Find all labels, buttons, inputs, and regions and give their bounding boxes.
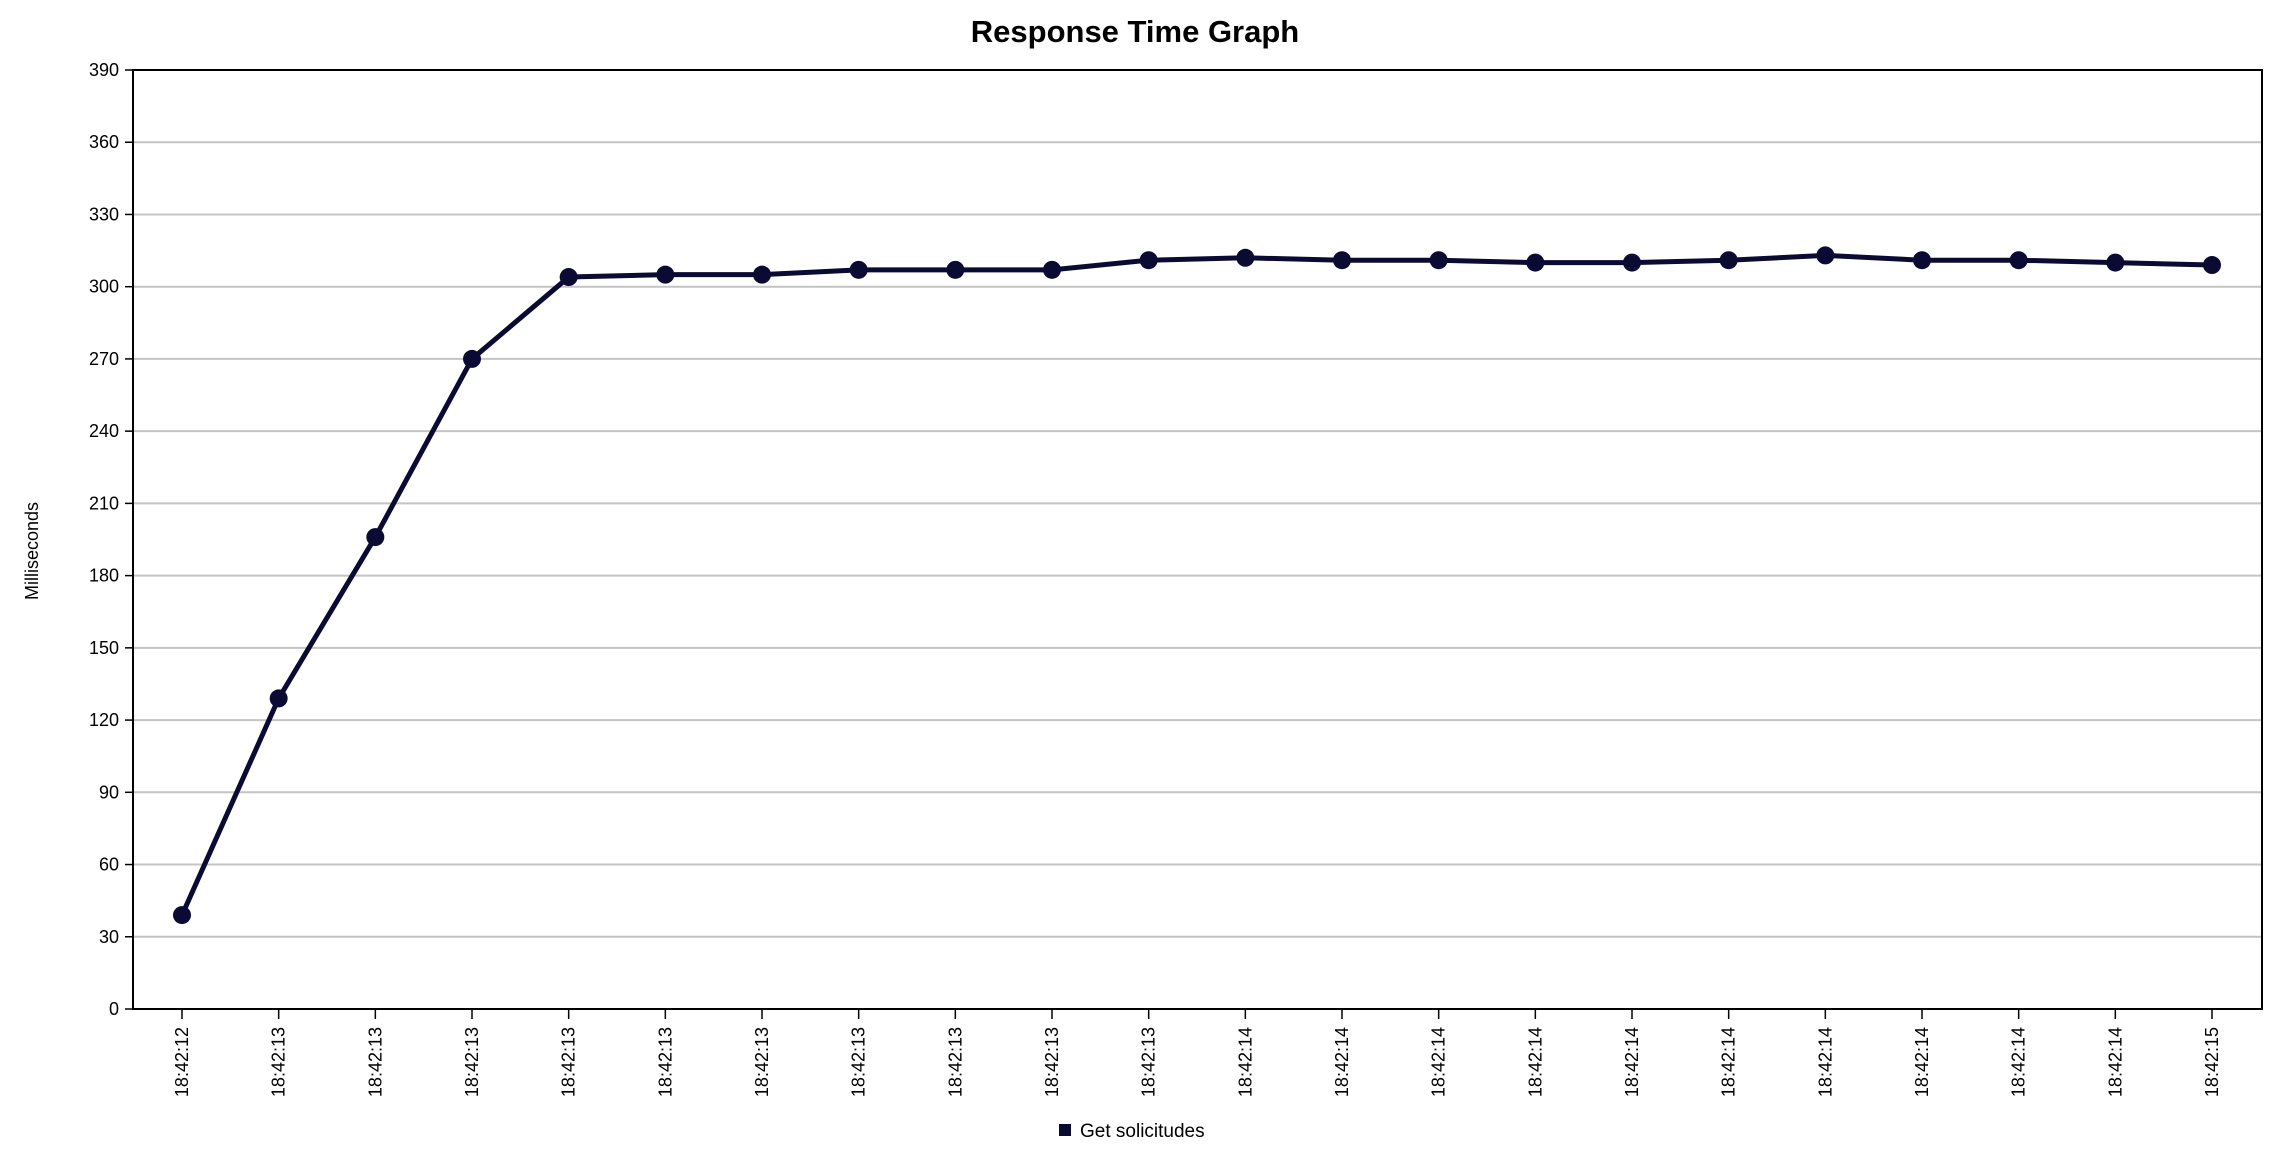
- y-tick-label: 60: [99, 855, 119, 875]
- legend-swatch: [1059, 1124, 1071, 1136]
- data-point: [1333, 251, 1351, 270]
- y-tick-label: 180: [89, 566, 119, 586]
- data-point: [2009, 251, 2028, 270]
- y-tick-label: 30: [99, 927, 119, 947]
- data-point: [1913, 251, 1931, 270]
- x-tick-label: 18:42:13: [849, 1027, 869, 1097]
- y-tick-label: 300: [89, 277, 119, 297]
- x-tick-label: 18:42:14: [2105, 1027, 2125, 1097]
- y-tick-label: 0: [109, 999, 119, 1019]
- data-point: [559, 268, 578, 287]
- data-point: [1043, 260, 1061, 279]
- data-point: [656, 265, 675, 284]
- x-tick-label: 18:42:13: [365, 1027, 385, 1097]
- x-tick-label: 18:42:14: [1429, 1027, 1449, 1097]
- y-tick-label: 270: [89, 349, 119, 369]
- x-tick-label: 18:42:13: [945, 1027, 965, 1097]
- y-axis-label: Milliseconds: [22, 502, 42, 600]
- x-tick-label: 18:42:13: [655, 1027, 675, 1097]
- plot-area-frame: [132, 69, 2263, 1010]
- x-tick-label: 18:42:14: [1622, 1027, 1642, 1097]
- x-tick-label: 18:42:12: [172, 1027, 192, 1097]
- y-tick-label: 120: [89, 710, 119, 730]
- y-tick-label: 90: [99, 782, 119, 802]
- x-tick-label: 18:42:13: [1042, 1027, 1062, 1097]
- data-point: [1139, 251, 1158, 270]
- x-tick-label: 18:42:14: [1719, 1027, 1739, 1097]
- x-tick-label: 18:42:14: [1235, 1027, 1255, 1097]
- x-tick-label: 18:42:13: [269, 1027, 289, 1097]
- x-tick-label: 18:42:13: [1139, 1027, 1159, 1097]
- y-tick-label: 390: [89, 60, 119, 80]
- x-tick-label: 18:42:13: [462, 1027, 482, 1097]
- series-layer: [173, 246, 2221, 925]
- data-point: [366, 528, 385, 547]
- y-tick-label: 150: [89, 638, 119, 658]
- data-point: [1719, 251, 1738, 270]
- x-tick-label: 18:42:14: [1332, 1027, 1352, 1097]
- data-point: [173, 906, 191, 925]
- data-point: [1623, 253, 1641, 272]
- data-point: [269, 689, 288, 708]
- y-tick-label: 240: [89, 421, 119, 441]
- data-point: [849, 260, 868, 279]
- data-point: [1526, 253, 1545, 272]
- legend-label: Get solicitudes: [1080, 1121, 1205, 1142]
- chart-title: Response Time Graph: [971, 14, 1299, 49]
- x-axis-ticks: 18:42:12 18:42:13 18:42:13 18:42:13 18:42:13…: [172, 1009, 2222, 1097]
- y-axis-ticks: 0 30 60 90 120 150 180 210 240 270 300 330 360 390: [89, 60, 133, 1019]
- x-tick-label: 18:42:15: [2202, 1027, 2222, 1097]
- x-tick-label: 18:42:14: [2009, 1027, 2029, 1097]
- series-line: [179, 252, 2215, 918]
- x-tick-label: 18:42:13: [752, 1027, 772, 1097]
- y-tick-label: 210: [89, 493, 119, 513]
- data-point: [946, 260, 965, 279]
- data-point: [2106, 253, 2125, 272]
- data-point: [1816, 246, 1835, 265]
- y-tick-label: 330: [89, 204, 119, 224]
- data-point: [463, 349, 481, 368]
- x-tick-label: 18:42:13: [559, 1027, 579, 1097]
- x-tick-label: 18:42:14: [1815, 1027, 1835, 1097]
- gridlines: [133, 141, 2262, 938]
- data-point: [753, 265, 771, 284]
- legend: Get solicitudes: [1059, 1121, 1205, 1142]
- data-point: [1429, 251, 1448, 270]
- y-tick-label: 360: [89, 132, 119, 152]
- x-tick-label: 18:42:14: [1525, 1027, 1545, 1097]
- data-point: [1236, 248, 1255, 267]
- data-point: [2203, 256, 2221, 275]
- x-tick-label: 18:42:14: [1912, 1027, 1932, 1097]
